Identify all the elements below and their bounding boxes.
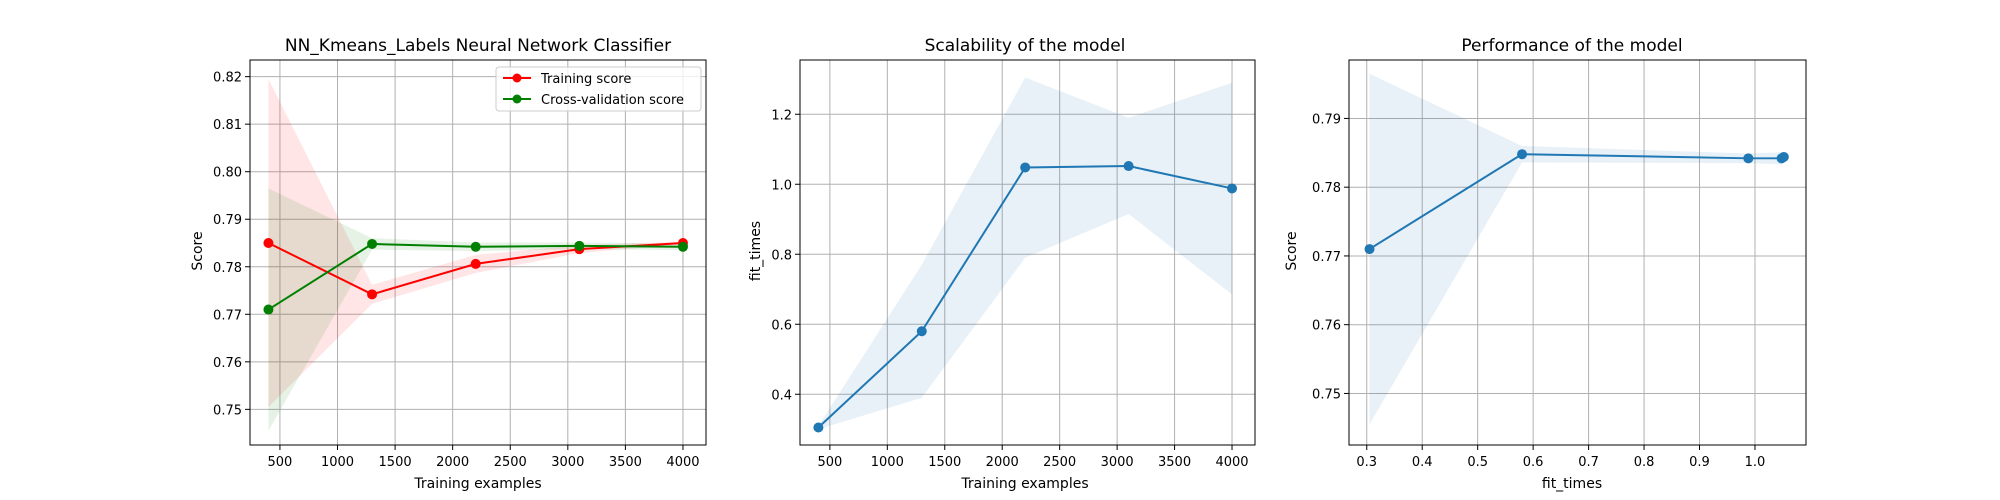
scalability-x-tick-label: 1000 bbox=[871, 455, 904, 470]
learning-curve-data-point bbox=[367, 238, 378, 249]
scalability-y-tick-label: 0.6 bbox=[771, 318, 792, 333]
performance-data-point bbox=[1743, 153, 1754, 164]
performance-panel: Performance of the model fit_times Score… bbox=[1284, 36, 1807, 492]
learning-curve-y-tick-label: 0.75 bbox=[213, 403, 242, 418]
performance-title: Performance of the model bbox=[1461, 36, 1682, 56]
performance-x-tick-label: 1.0 bbox=[1745, 455, 1766, 470]
scalability-title: Scalability of the model bbox=[925, 36, 1126, 56]
performance-axes-frame bbox=[1348, 59, 1807, 446]
learning-curve-x-tick-label: 1500 bbox=[379, 455, 412, 470]
learning-curve-panel: NN_Kmeans_Labels Neural Network Classifi… bbox=[190, 36, 707, 492]
legend-cv-label: Cross-validation score bbox=[541, 93, 684, 108]
performance-x-tick-label: 0.4 bbox=[1412, 455, 1433, 470]
scalability-data-point bbox=[1227, 183, 1238, 194]
learning-curve-data-point bbox=[574, 240, 585, 251]
performance-ylabel: Score bbox=[1284, 231, 1300, 270]
learning-curve-title: NN_Kmeans_Labels Neural Network Classifi… bbox=[285, 36, 671, 56]
performance-data-point bbox=[1517, 149, 1528, 160]
performance-x-tick-label: 0.9 bbox=[1689, 455, 1710, 470]
scalability-y-tick-label: 1.0 bbox=[771, 178, 792, 193]
performance-x-tick-label: 0.6 bbox=[1523, 455, 1544, 470]
performance-x-tick-label: 0.3 bbox=[1356, 455, 1377, 470]
learning-curve-legend: Training score Cross-validation score bbox=[495, 66, 702, 112]
performance-x-tick-label: 0.8 bbox=[1634, 455, 1655, 470]
learning-curve-data-point bbox=[470, 258, 481, 269]
scalability-x-tick-label: 2000 bbox=[986, 455, 1019, 470]
learning-curve-grid bbox=[250, 60, 706, 445]
learning-curve-x-tick-label: 4000 bbox=[666, 455, 699, 470]
legend-training-label: Training score bbox=[540, 72, 631, 87]
learning-curve-y-tick-label: 0.77 bbox=[213, 308, 242, 323]
learning-curve-ylabel: Score bbox=[190, 231, 206, 270]
scalability-data-point bbox=[1123, 161, 1134, 172]
performance-grid bbox=[1349, 60, 1806, 445]
scalability-axes-frame bbox=[799, 59, 1256, 446]
scalability-x-tick-label: 2500 bbox=[1043, 455, 1076, 470]
scalability-xlabel: Training examples bbox=[960, 476, 1088, 492]
learning-curve-y-tick-label: 0.82 bbox=[213, 71, 242, 86]
legend-cv-marker bbox=[512, 94, 522, 104]
scalability-panel: Scalability of the model Training exampl… bbox=[748, 36, 1256, 492]
performance-data-point bbox=[1778, 151, 1789, 162]
performance-y-tick-label: 0.77 bbox=[1312, 250, 1341, 265]
learning-curve-y-tick-label: 0.76 bbox=[213, 356, 242, 371]
scalability-y-tick-label: 0.8 bbox=[771, 248, 792, 263]
learning-curve-data-point bbox=[263, 237, 274, 248]
performance-x-tick-label: 0.7 bbox=[1578, 455, 1599, 470]
legend-box bbox=[495, 66, 702, 112]
scalability-y-tick-label: 1.2 bbox=[771, 108, 792, 123]
scalability-x-tick-label: 4000 bbox=[1215, 455, 1248, 470]
learning-curve-x-tick-label: 2000 bbox=[436, 455, 469, 470]
learning-curve-x-tick-label: 3500 bbox=[609, 455, 642, 470]
learning-curve-data-point bbox=[677, 241, 688, 252]
performance-y-tick-label: 0.79 bbox=[1312, 112, 1341, 127]
performance-y-tick-label: 0.75 bbox=[1312, 387, 1341, 402]
learning-curve-axes-frame bbox=[249, 59, 707, 446]
learning-curve-y-tick-label: 0.78 bbox=[213, 261, 242, 276]
scalability-x-tick-label: 500 bbox=[817, 455, 842, 470]
learning-curve-y-tick-label: 0.81 bbox=[213, 118, 242, 133]
learning-curve-y-tick-label: 0.79 bbox=[213, 213, 242, 228]
performance-y-tick-label: 0.76 bbox=[1312, 319, 1341, 334]
learning-curve-data-point bbox=[367, 289, 378, 300]
scalability-grid bbox=[800, 60, 1255, 445]
learning-curve-x-tick-label: 2500 bbox=[494, 455, 527, 470]
learning-curve-x-tick-label: 500 bbox=[268, 455, 293, 470]
scalability-data-point bbox=[813, 422, 824, 433]
performance-xlabel: fit_times bbox=[1542, 476, 1602, 492]
learning-curve-x-tick-label: 3000 bbox=[551, 455, 584, 470]
scalability-x-tick-label: 3500 bbox=[1158, 455, 1191, 470]
scalability-ylabel: fit_times bbox=[748, 221, 764, 281]
performance-y-tick-label: 0.78 bbox=[1312, 181, 1341, 196]
scalability-data-point bbox=[916, 326, 927, 337]
scalability-x-tick-label: 3000 bbox=[1101, 455, 1134, 470]
scalability-data-point bbox=[1020, 162, 1031, 173]
learning-curve-data-point bbox=[263, 304, 274, 315]
learning-curve-data-point bbox=[470, 241, 481, 252]
performance-x-tick-label: 0.5 bbox=[1467, 455, 1488, 470]
learning-curve-y-tick-label: 0.80 bbox=[213, 166, 242, 181]
learning-curve-x-tick-label: 1000 bbox=[321, 455, 354, 470]
performance-data-point bbox=[1364, 244, 1375, 255]
legend-training-marker bbox=[512, 73, 522, 83]
scalability-y-tick-label: 0.4 bbox=[771, 388, 792, 403]
learning-curve-xlabel: Training examples bbox=[413, 476, 541, 492]
performance-band-0 bbox=[1369, 73, 1784, 425]
scalability-x-tick-label: 1500 bbox=[928, 455, 961, 470]
